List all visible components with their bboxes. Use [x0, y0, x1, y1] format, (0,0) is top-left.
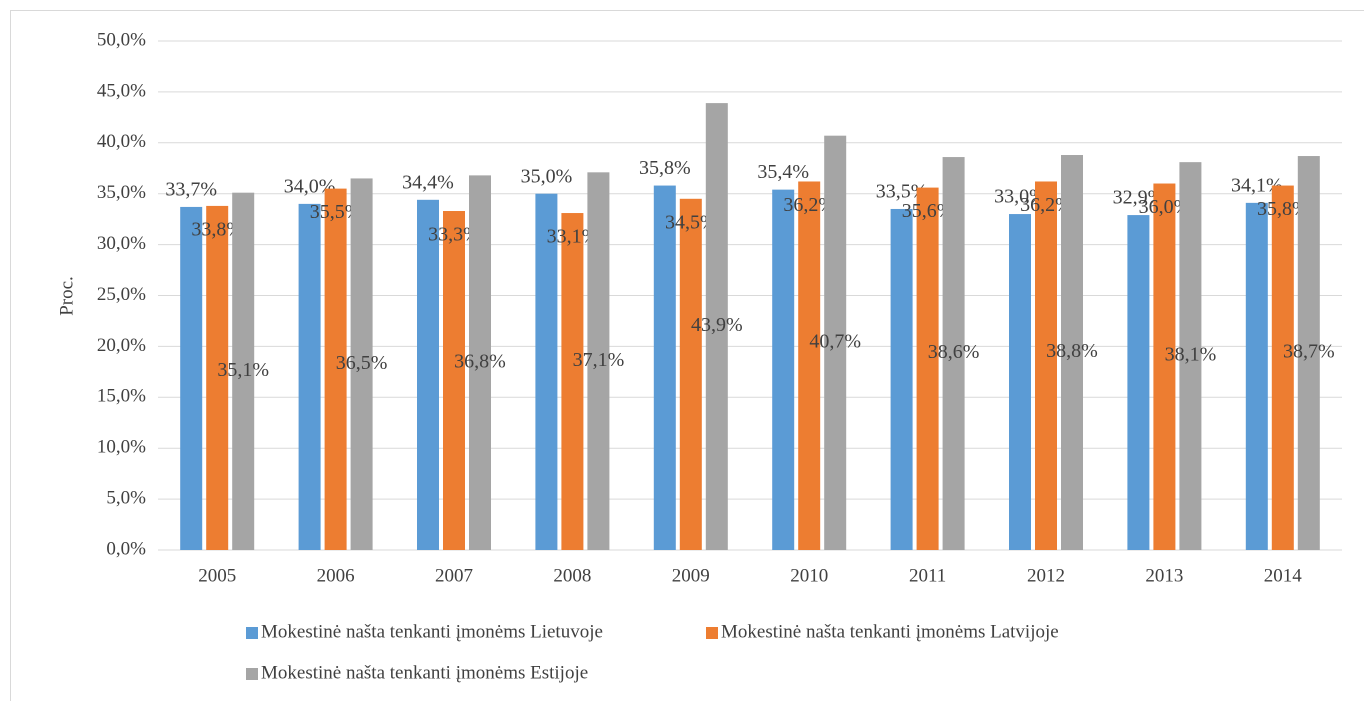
y-tick-label: 30,0%: [97, 233, 146, 254]
bar: [417, 199, 439, 551]
bar: [180, 206, 203, 550]
bar: [1297, 156, 1320, 550]
data-label: 35,5%: [310, 201, 362, 223]
x-tick-label: 2013: [1145, 565, 1183, 586]
data-label: 35,8%: [639, 157, 691, 179]
bar: [916, 187, 939, 551]
y-axis-label: Proc.: [56, 276, 77, 316]
bar: [206, 205, 229, 550]
y-tick-label: 5,0%: [106, 487, 146, 508]
y-tick-label: 25,0%: [97, 284, 146, 305]
legend-swatch: [706, 627, 718, 639]
bar: [1153, 183, 1176, 550]
y-tick-label: 50,0%: [97, 29, 146, 50]
bar: [653, 185, 676, 550]
bar: [824, 135, 847, 550]
y-tick-label: 10,0%: [97, 437, 146, 458]
bar: [890, 208, 913, 550]
y-tick-label: 15,0%: [97, 386, 146, 407]
legend-swatch: [246, 627, 258, 639]
y-tick-label: 40,0%: [97, 131, 146, 152]
legend-label: Mokestinė našta tenkanti įmonėms Lietuvo…: [261, 621, 603, 642]
data-label: 32,9%: [1113, 187, 1165, 209]
data-label: 35,6%: [902, 200, 954, 222]
y-tick-label: 20,0%: [97, 335, 146, 356]
bar: [772, 189, 795, 551]
x-tick-label: 2008: [553, 565, 591, 586]
y-tick-label: 45,0%: [97, 80, 146, 101]
bar: [1009, 214, 1031, 550]
data-label: 36,2%: [1020, 194, 1072, 216]
data-label: 35,8%: [1257, 198, 1309, 220]
legend-label: Mokestinė našta tenkanti įmonėms Latvijo…: [721, 621, 1059, 642]
bar: [1271, 185, 1294, 550]
data-label: 38,7%: [1283, 341, 1335, 363]
data-label: 34,1%: [1231, 174, 1283, 196]
data-label: 36,2%: [783, 194, 835, 216]
bar: [443, 211, 465, 551]
data-label: 38,8%: [1046, 340, 1098, 362]
bar: [942, 157, 965, 550]
data-label: 43,9%: [691, 314, 743, 336]
bar: [1035, 181, 1057, 550]
bar: [705, 103, 728, 551]
data-label: 34,4%: [402, 171, 454, 193]
data-label: 37,1%: [573, 349, 625, 371]
bar: [679, 198, 702, 551]
x-tick-label: 2011: [909, 565, 946, 586]
bar: [324, 188, 347, 551]
x-tick-label: 2014: [1264, 565, 1303, 586]
data-label: 33,1%: [547, 226, 599, 248]
data-label: 34,0%: [284, 175, 336, 197]
data-label: 35,4%: [757, 161, 809, 183]
data-label: 33,7%: [165, 179, 217, 201]
data-label: 34,5%: [665, 211, 717, 233]
bar: [561, 213, 584, 551]
x-tick-label: 2012: [1027, 565, 1065, 586]
chart-border: [10, 10, 1364, 701]
legend-swatch: [246, 668, 258, 680]
data-label: 38,6%: [928, 341, 980, 363]
data-label: 33,8%: [191, 219, 243, 241]
data-label: 36,0%: [1139, 196, 1191, 218]
data-label: 33,3%: [428, 224, 480, 246]
data-label: 35,0%: [521, 165, 573, 187]
bar: [535, 193, 558, 550]
legend-label: Mokestinė našta tenkanti įmonėms Estijoj…: [261, 662, 588, 683]
x-tick-label: 2009: [672, 565, 710, 586]
x-tick-label: 2006: [317, 565, 355, 586]
x-tick-label: 2005: [198, 565, 236, 586]
bar: [350, 178, 373, 550]
data-label: 33,5%: [876, 181, 928, 203]
data-label: 40,7%: [809, 330, 861, 352]
bar: [1245, 202, 1268, 550]
bar: [1127, 215, 1150, 550]
bar: [298, 203, 321, 550]
bar: [1179, 162, 1202, 550]
bar: [798, 181, 821, 550]
data-label: 36,8%: [454, 350, 506, 372]
y-tick-label: 35,0%: [97, 182, 146, 203]
x-tick-label: 2010: [790, 565, 828, 586]
data-label: 36,5%: [336, 352, 388, 374]
data-label: 35,1%: [217, 359, 269, 381]
x-tick-label: 2007: [435, 565, 473, 586]
y-tick-label: 0,0%: [106, 538, 146, 559]
bar: [1061, 155, 1083, 551]
data-label: 38,1%: [1165, 344, 1217, 366]
bar: [587, 172, 610, 550]
bar: [232, 192, 255, 550]
bar: [469, 175, 491, 550]
data-label: 33,0%: [994, 186, 1046, 208]
